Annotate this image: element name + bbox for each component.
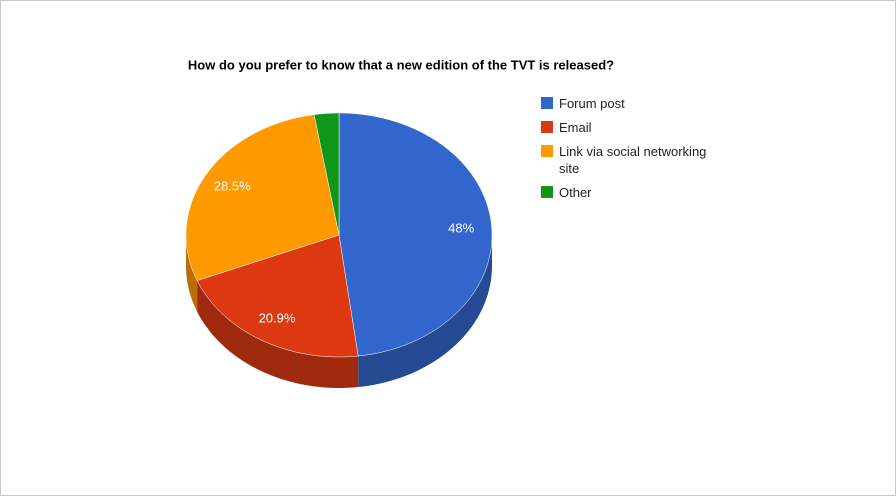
legend-label: Link via social networking site — [559, 144, 707, 176]
legend-item: Forum post — [541, 95, 726, 112]
legend-item: Email — [541, 119, 726, 136]
slice-side — [358, 235, 492, 388]
legend: Forum post Email Link via social networkin… — [541, 95, 726, 208]
legend-swatch — [541, 186, 553, 198]
legend-label: Forum post — [559, 96, 625, 111]
slice — [196, 234, 359, 358]
slice-side — [186, 235, 198, 312]
legend-swatch — [541, 121, 553, 133]
legend-swatch — [541, 97, 553, 109]
chart-title: How do you prefer to know that a new edi… — [188, 57, 614, 72]
slice-label: 48% — [448, 220, 474, 235]
slice — [185, 114, 340, 281]
slice — [338, 112, 493, 357]
legend-label: Email — [559, 120, 592, 135]
legend-item: Link via social networking site — [541, 143, 726, 177]
legend-item: Other — [541, 184, 726, 201]
slice-label: 28.5% — [214, 179, 251, 194]
legend-label: Other — [559, 185, 592, 200]
legend-swatch — [541, 145, 553, 157]
slice — [313, 112, 340, 236]
slice-label: 20.9% — [259, 311, 296, 326]
slice-side — [197, 280, 359, 388]
